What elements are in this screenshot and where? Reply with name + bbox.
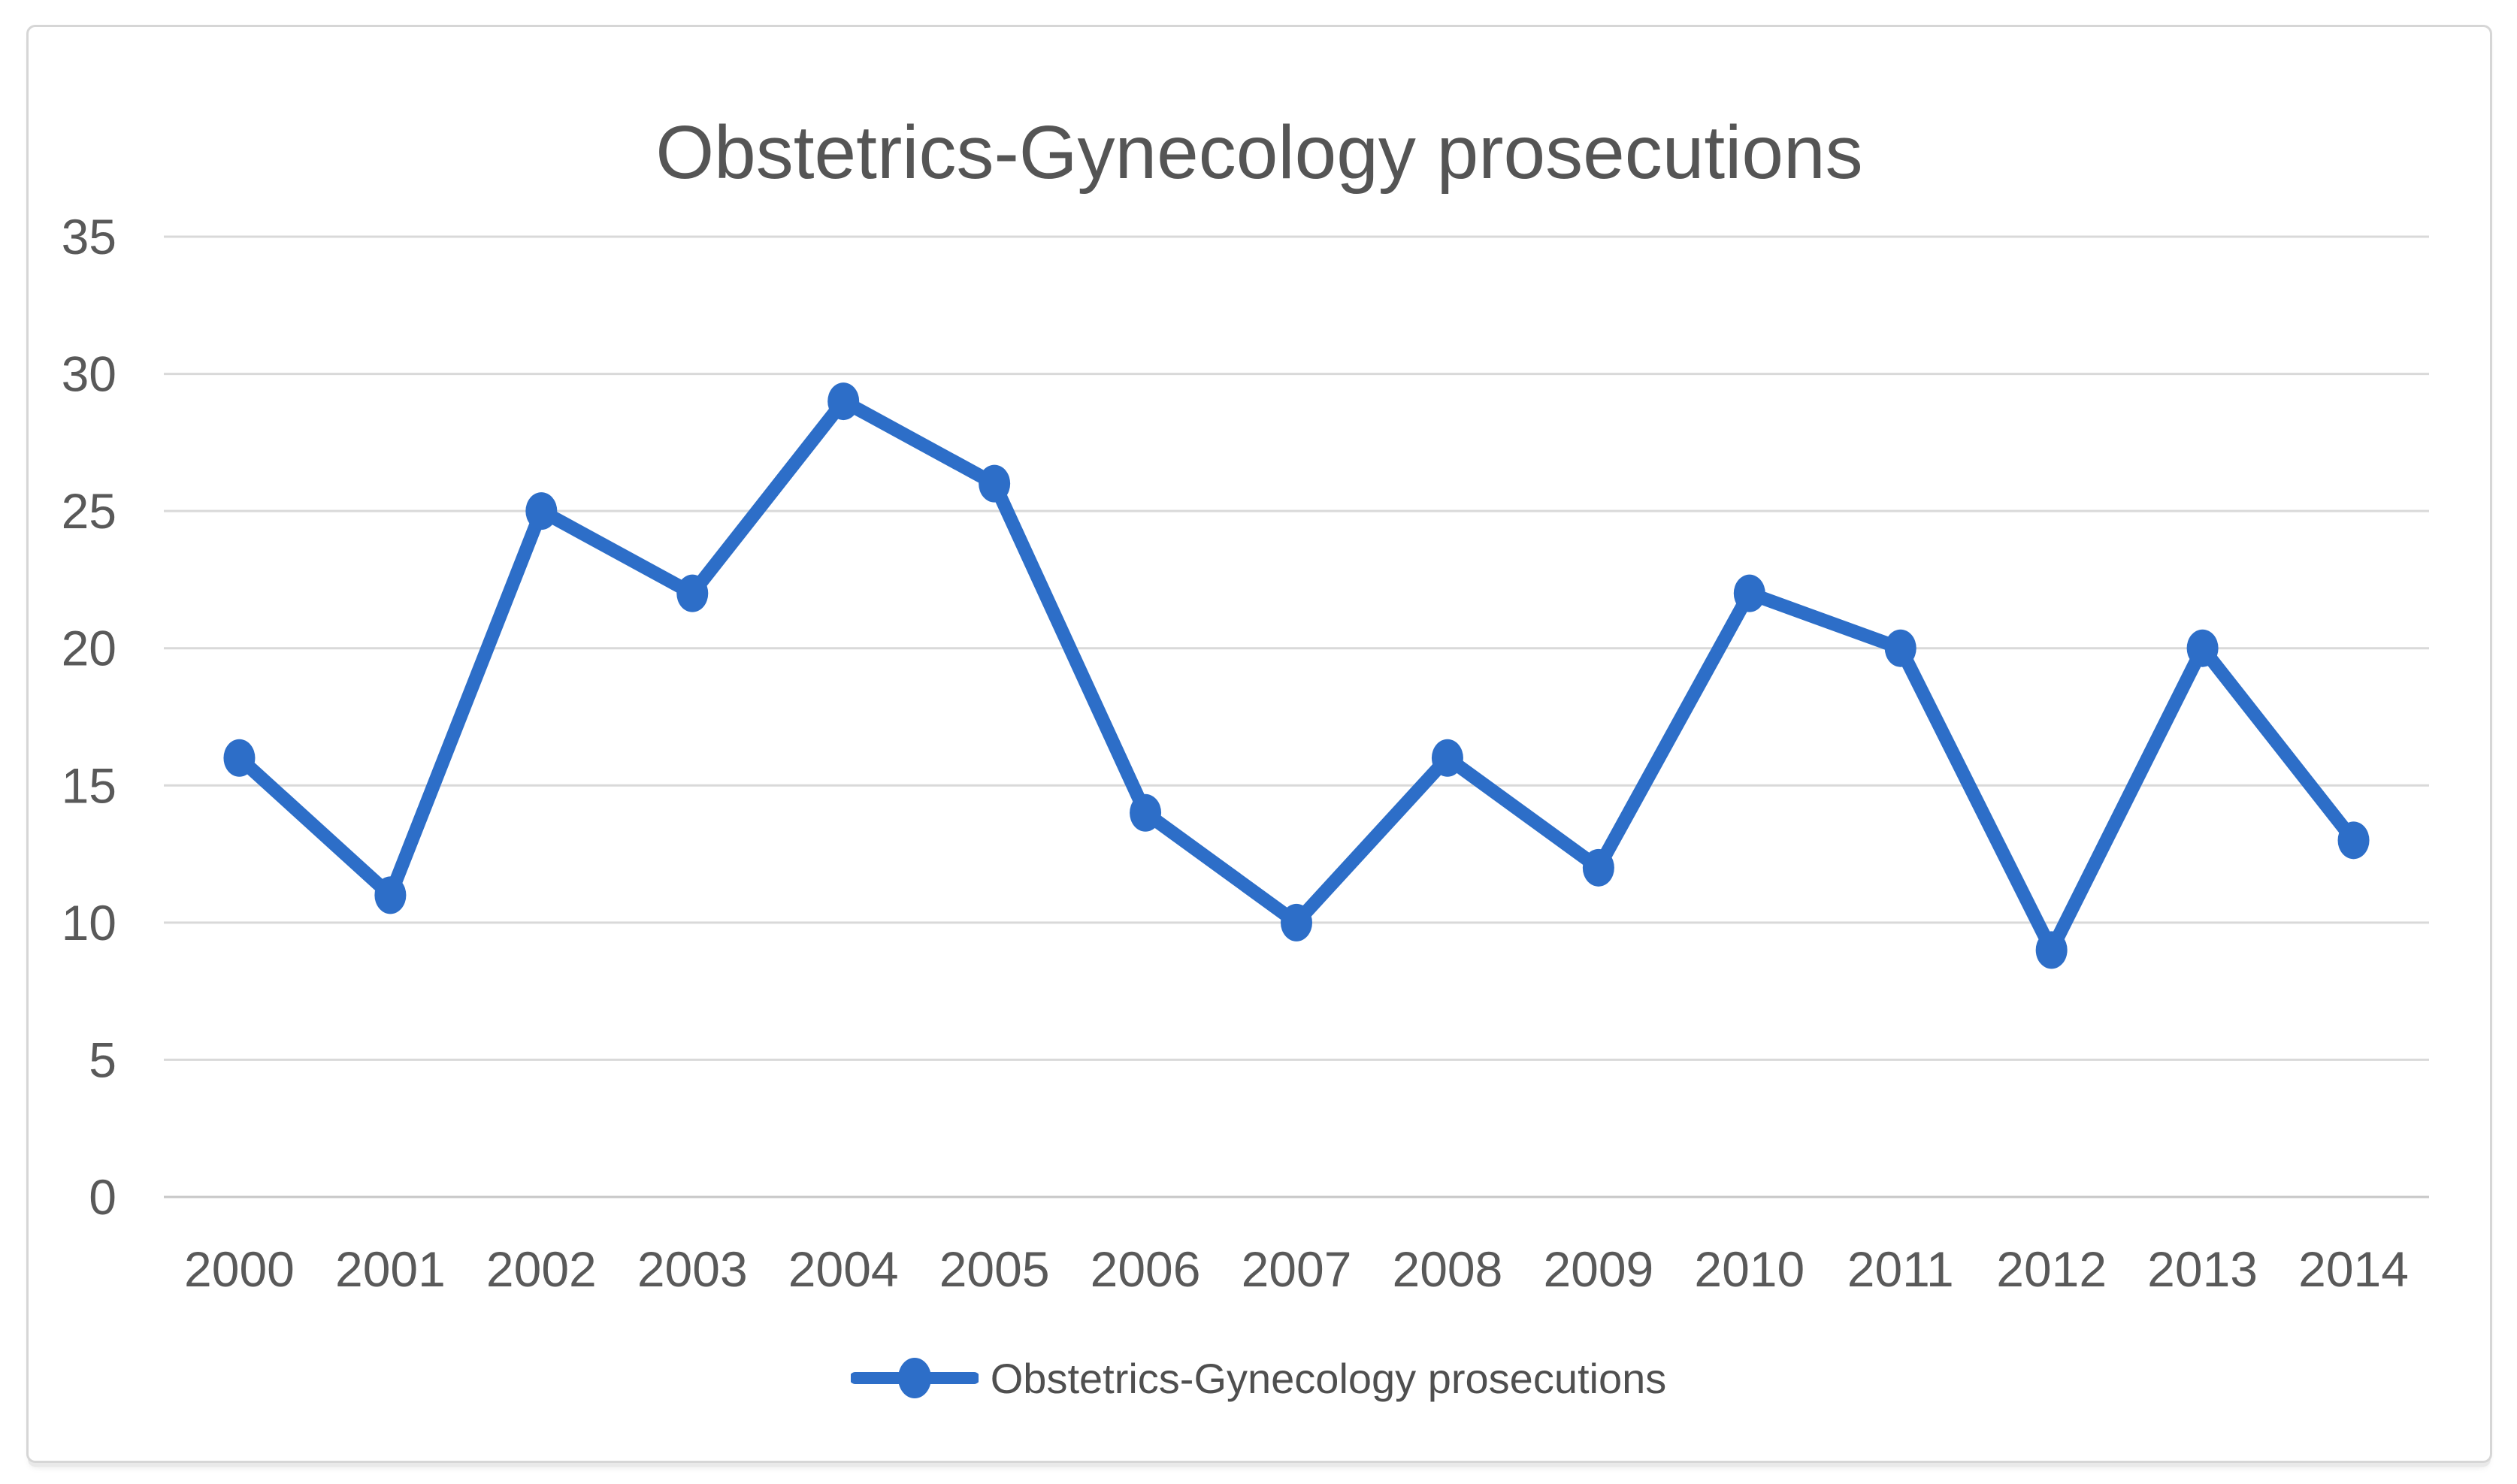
y-tick-label: 10 [62,895,116,951]
x-tick-label: 2004 [788,1241,899,1297]
data-point-marker [525,492,558,530]
y-tick-label: 5 [89,1032,116,1087]
x-tick-label: 2012 [1996,1241,2107,1297]
y-tick-label: 0 [89,1169,116,1225]
x-tick-label: 2000 [184,1241,295,1297]
data-point-marker [1281,903,1312,941]
data-point-marker [1431,739,1463,777]
data-point-marker [1582,848,1614,887]
data-point-marker [827,382,860,421]
data-point-marker [979,464,1011,503]
data-point-marker [223,739,256,777]
x-tick-label: 2008 [1393,1241,1503,1297]
data-point-marker [1733,574,1765,612]
x-tick-label: 2013 [2147,1241,2258,1297]
x-tick-label: 2014 [2298,1241,2409,1297]
data-point-marker [1130,793,1162,832]
x-tick-label: 2009 [1543,1241,1653,1297]
data-point-marker [1884,629,1916,667]
data-point-marker [2186,629,2219,667]
x-tick-label: 2011 [1847,1241,1954,1297]
chart-title: Obstetrics-Gynecology prosecutions [655,110,1863,195]
legend-label: Obstetrics-Gynecology prosecutions [990,1354,1667,1402]
x-tick-label: 2001 [335,1241,446,1297]
data-point-marker [676,574,709,612]
x-tick-label: 2002 [486,1241,597,1297]
series-line [232,394,2361,957]
data-point-marker [2337,821,2370,860]
y-tick-label: 20 [62,621,116,676]
chart-frame: Obstetrics-Gynecology prosecutions [26,25,2492,1463]
y-tick-label: 30 [62,346,116,402]
y-tick-label: 25 [62,483,116,539]
y-tick-label: 15 [62,757,116,813]
x-tick-label: 2005 [939,1241,1050,1297]
legend-point-icon [897,1358,931,1398]
x-tick-label: 2010 [1694,1241,1805,1297]
x-tick-label: 2003 [637,1241,748,1297]
data-point-marker [374,876,407,914]
data-point-marker [2035,931,2068,969]
y-tick-label: 35 [62,209,116,264]
legend-line-marker-icon [850,1358,979,1398]
x-tick-label: 2007 [1242,1241,1352,1297]
legend: Obstetrics-Gynecology prosecutions [0,1351,2517,1405]
x-tick-label: 2006 [1091,1241,1201,1297]
